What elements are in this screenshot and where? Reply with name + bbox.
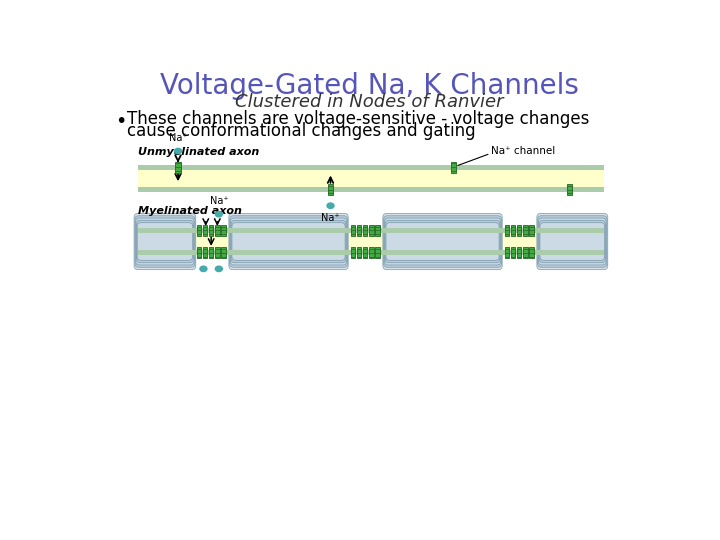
FancyBboxPatch shape [137, 220, 194, 262]
Bar [351, 225, 355, 236]
Text: Voltage-Gated Na, K Channels: Voltage-Gated Na, K Channels [160, 72, 578, 100]
FancyBboxPatch shape [386, 222, 499, 260]
Bar [567, 184, 572, 195]
Bar [363, 247, 367, 258]
Text: These channels are voltage-sensitive - voltage changes: These channels are voltage-sensitive - v… [127, 110, 590, 127]
Bar [138, 251, 604, 255]
FancyBboxPatch shape [385, 220, 500, 262]
Text: •: • [115, 112, 126, 131]
FancyBboxPatch shape [384, 218, 500, 265]
Text: Na⁺: Na⁺ [168, 133, 187, 143]
FancyBboxPatch shape [539, 218, 606, 265]
FancyBboxPatch shape [138, 222, 193, 260]
Bar [510, 247, 516, 258]
Bar [138, 233, 604, 251]
Ellipse shape [327, 203, 334, 208]
Bar [529, 247, 534, 258]
Bar [517, 247, 521, 258]
Bar [517, 225, 521, 236]
FancyBboxPatch shape [135, 215, 195, 267]
Text: Clustered in Nodes of Ranvier: Clustered in Nodes of Ranvier [235, 93, 503, 111]
Bar [451, 162, 456, 173]
Bar [176, 162, 181, 173]
FancyBboxPatch shape [230, 218, 346, 265]
Bar [529, 225, 534, 236]
FancyBboxPatch shape [538, 215, 607, 267]
Bar [197, 225, 201, 236]
Ellipse shape [215, 212, 222, 217]
FancyBboxPatch shape [134, 213, 196, 269]
Bar [221, 247, 226, 258]
Bar [138, 228, 604, 233]
Text: Myelinated axon: Myelinated axon [138, 206, 242, 216]
Bar [138, 170, 604, 187]
Bar [203, 225, 207, 236]
FancyBboxPatch shape [230, 215, 348, 267]
FancyBboxPatch shape [135, 218, 194, 265]
Bar [523, 225, 528, 236]
Bar [209, 225, 213, 236]
Ellipse shape [215, 266, 222, 272]
Bar [505, 247, 509, 258]
Text: Na⁺: Na⁺ [210, 197, 228, 206]
FancyBboxPatch shape [539, 220, 606, 262]
FancyBboxPatch shape [232, 222, 345, 260]
Bar [523, 247, 528, 258]
FancyBboxPatch shape [537, 213, 608, 269]
Bar [197, 247, 201, 258]
FancyBboxPatch shape [383, 213, 503, 269]
Bar [215, 225, 220, 236]
Bar [209, 247, 213, 258]
Bar [356, 225, 361, 236]
FancyBboxPatch shape [231, 220, 346, 262]
Bar [138, 165, 604, 170]
Text: cause conformational changes and gating: cause conformational changes and gating [127, 122, 476, 140]
Bar [510, 225, 516, 236]
Bar [369, 247, 374, 258]
Bar [505, 225, 509, 236]
Bar [356, 247, 361, 258]
Text: Na⁺ channel: Na⁺ channel [490, 146, 555, 156]
Bar [375, 247, 379, 258]
Text: Na⁺: Na⁺ [321, 213, 340, 224]
Bar [215, 247, 220, 258]
Ellipse shape [200, 266, 207, 272]
Bar [351, 247, 355, 258]
Bar [328, 184, 333, 195]
Ellipse shape [174, 148, 181, 154]
Bar [138, 187, 604, 192]
FancyBboxPatch shape [384, 215, 501, 267]
FancyBboxPatch shape [229, 213, 348, 269]
Bar [363, 225, 367, 236]
FancyBboxPatch shape [540, 222, 605, 260]
Text: Unmyelinated axon: Unmyelinated axon [138, 147, 259, 157]
Bar [375, 225, 379, 236]
Bar [221, 225, 226, 236]
Bar [203, 247, 207, 258]
Bar [369, 225, 374, 236]
